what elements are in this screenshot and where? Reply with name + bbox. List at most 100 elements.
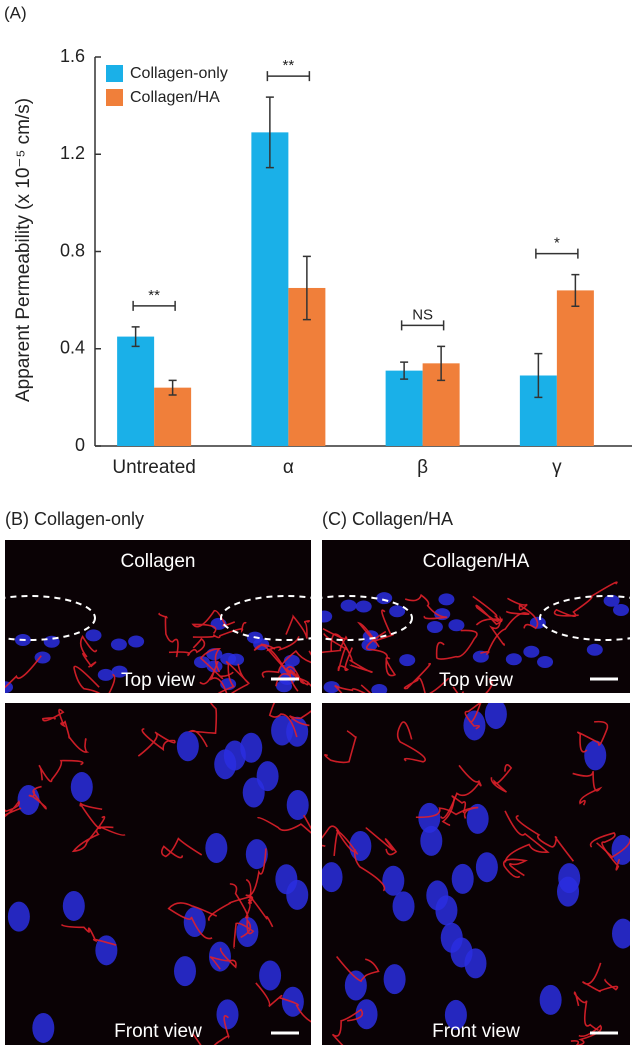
membrane bbox=[60, 923, 117, 946]
dashed-outline bbox=[539, 595, 630, 641]
membrane bbox=[507, 597, 539, 630]
nucleus bbox=[523, 645, 540, 658]
membrane bbox=[415, 806, 479, 819]
nucleus bbox=[450, 937, 473, 968]
nucleus bbox=[472, 650, 489, 663]
x-tick-label: Untreated bbox=[112, 457, 195, 478]
membrane bbox=[5, 800, 22, 818]
nucleus bbox=[361, 638, 378, 651]
membrane bbox=[573, 991, 599, 1031]
significance-bracket bbox=[266, 71, 311, 82]
view-caption: Top view bbox=[439, 670, 513, 691]
panel-label: (A) bbox=[4, 3, 27, 22]
membrane bbox=[365, 827, 398, 856]
nucleus bbox=[448, 619, 465, 632]
membrane bbox=[257, 814, 311, 834]
nucleus bbox=[435, 895, 458, 926]
significance-label: * bbox=[554, 235, 560, 252]
nucleus bbox=[475, 852, 498, 883]
nucleus bbox=[276, 680, 293, 693]
membrane bbox=[581, 962, 619, 993]
nucleus bbox=[451, 863, 474, 894]
nucleus bbox=[62, 890, 85, 921]
nucleus bbox=[537, 655, 554, 668]
membrane bbox=[440, 764, 482, 819]
bar bbox=[154, 387, 192, 446]
membrane bbox=[268, 703, 298, 738]
membrane bbox=[464, 703, 482, 730]
error-bar bbox=[168, 379, 177, 396]
cells bbox=[322, 703, 630, 1045]
nucleus bbox=[426, 621, 443, 634]
membrane bbox=[261, 649, 311, 678]
membrane bbox=[191, 609, 236, 635]
nucleus bbox=[322, 862, 343, 893]
membrane bbox=[64, 720, 90, 753]
error-bar bbox=[437, 345, 446, 382]
membrane bbox=[167, 902, 218, 940]
nucleus bbox=[214, 749, 237, 780]
significance-bracket bbox=[400, 320, 445, 331]
nucleus bbox=[275, 864, 298, 895]
membrane bbox=[192, 1014, 230, 1045]
nucleus bbox=[7, 901, 30, 932]
nucleus bbox=[176, 731, 199, 762]
nucleus bbox=[70, 772, 93, 803]
nucleus bbox=[5, 681, 14, 693]
membrane bbox=[160, 837, 203, 859]
nucleus bbox=[97, 668, 114, 681]
membrane bbox=[28, 785, 47, 810]
nucleus bbox=[438, 593, 455, 606]
nucleus bbox=[128, 635, 145, 648]
membrane bbox=[331, 1008, 364, 1045]
nucleus bbox=[611, 918, 630, 949]
nucleus bbox=[355, 999, 378, 1030]
nucleus bbox=[466, 803, 489, 834]
view-caption: Front view bbox=[432, 1021, 520, 1042]
cells bbox=[5, 703, 311, 1045]
membrane bbox=[596, 838, 630, 859]
nucleus bbox=[611, 834, 630, 865]
significance-label: ** bbox=[283, 57, 295, 74]
membrane bbox=[589, 832, 621, 871]
error-bar bbox=[131, 326, 140, 348]
membrane bbox=[502, 858, 528, 879]
panel-title: Collagen/HA bbox=[423, 551, 530, 572]
legend-label: Collagen/HA bbox=[130, 89, 220, 106]
membrane bbox=[577, 720, 609, 753]
y-tick-label: 0 bbox=[75, 435, 85, 455]
bar bbox=[117, 336, 155, 446]
membrane bbox=[233, 918, 255, 949]
membrane bbox=[209, 947, 237, 970]
membrane bbox=[515, 814, 575, 862]
membrane bbox=[553, 581, 618, 617]
nucleus bbox=[216, 999, 239, 1030]
membrane bbox=[192, 621, 247, 639]
micrograph-bg bbox=[322, 540, 630, 693]
significance-bracket bbox=[132, 300, 176, 311]
membrane bbox=[572, 771, 603, 806]
legend-label: Collagen-only bbox=[130, 65, 228, 82]
cells bbox=[322, 581, 630, 693]
y-tick-label: 0.8 bbox=[60, 240, 85, 260]
nucleus bbox=[539, 984, 562, 1015]
membrane bbox=[255, 982, 311, 1023]
membrane bbox=[168, 637, 206, 657]
nucleus bbox=[34, 651, 51, 664]
nucleus bbox=[32, 1012, 55, 1043]
micrograph-bg bbox=[322, 703, 630, 1045]
nucleus bbox=[173, 956, 196, 987]
dashed-outline bbox=[322, 595, 413, 641]
x-tick-label: γ bbox=[552, 457, 562, 478]
micrograph bbox=[322, 540, 630, 693]
dashed-outline bbox=[5, 595, 96, 641]
y-tick-label: 1.2 bbox=[60, 143, 85, 163]
nucleus bbox=[557, 876, 580, 907]
membrane bbox=[404, 593, 448, 620]
membrane bbox=[79, 635, 98, 668]
membrane bbox=[38, 759, 84, 783]
membrane bbox=[435, 629, 478, 660]
nucleus bbox=[208, 941, 231, 972]
y-axis-label: Apparent Permeability (x 10⁻⁵ cm/s) bbox=[13, 98, 34, 402]
